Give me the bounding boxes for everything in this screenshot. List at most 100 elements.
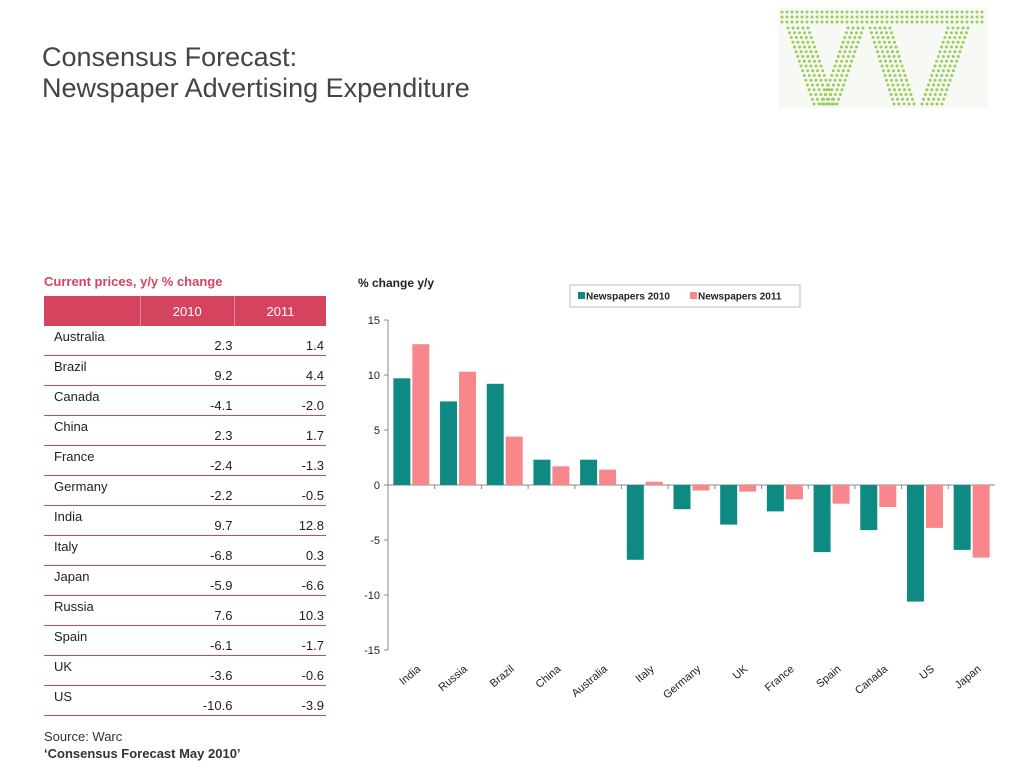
legend-label: Newspapers 2011 xyxy=(698,292,782,303)
bar-2010-uk xyxy=(720,485,738,525)
bar-2011-spain xyxy=(832,485,850,504)
cell-country: UK xyxy=(44,655,140,686)
cell-2011: 4.4 xyxy=(234,355,326,386)
data-table: 2010 2011 Australia 2.3 1.4 Brazil 9.2 4.4 C… xyxy=(44,296,326,716)
cell-2010: -2.4 xyxy=(140,445,235,476)
cell-country: Italy xyxy=(44,535,140,566)
y-tick-label: 5 xyxy=(374,425,380,437)
chart-title: % change y/y xyxy=(358,276,435,290)
cell-2010: -6.8 xyxy=(140,535,235,566)
x-tick-label: France xyxy=(763,663,797,694)
bar-2011-france xyxy=(785,485,803,500)
legend-box xyxy=(569,284,801,308)
y-tick-label: 10 xyxy=(368,370,380,382)
bar-2010-japan xyxy=(953,485,971,550)
cell-2010: 2.3 xyxy=(140,326,235,356)
bar-2011-russia xyxy=(459,371,477,485)
cell-2011: 1.7 xyxy=(234,415,326,446)
bar-2011-uk xyxy=(739,485,757,492)
cell-country: Germany xyxy=(44,475,140,506)
bar-chart: 15 10 5 0 -5 -10 -15 India Russia Brazil China Aust… xyxy=(364,284,995,702)
cell-country: Spain xyxy=(44,625,140,656)
cell-country: China xyxy=(44,415,140,446)
cell-country: Australia xyxy=(44,326,140,356)
cell-2010: -5.9 xyxy=(140,565,235,596)
bar-2010-canada xyxy=(860,485,878,531)
y-tick-label: -15 xyxy=(364,645,380,657)
x-tick-label: UK xyxy=(731,663,751,682)
x-tick-label: India xyxy=(397,663,424,688)
title-line-1: Consensus Forecast: xyxy=(42,42,298,72)
legend: Newspapers 2010 Newspapers 2011 xyxy=(569,284,801,308)
page-title: Consensus Forecast: Newspaper Advertisin… xyxy=(42,42,470,104)
cell-2011: -0.5 xyxy=(234,475,326,506)
x-tick-label: Italy xyxy=(634,663,658,685)
table-row: Germany -2.2 -0.5 xyxy=(44,475,326,506)
cell-country: Canada xyxy=(44,385,140,416)
table-row: Canada -4.1 -2.0 xyxy=(44,385,326,416)
bar-2011-italy xyxy=(645,481,663,485)
cell-country: Japan xyxy=(44,565,140,596)
cell-2011: 10.3 xyxy=(234,595,326,626)
bar-2011-australia xyxy=(599,469,617,485)
legend-swatch xyxy=(690,292,697,299)
cell-2010: 2.3 xyxy=(140,415,235,446)
title-line-2: Newspaper Advertising Expenditure xyxy=(42,73,470,103)
bar-2010-spain xyxy=(813,485,831,553)
table-header-2011: 2011 xyxy=(234,296,326,326)
bar-2011-canada xyxy=(879,485,897,507)
y-tick-label: 15 xyxy=(368,315,380,327)
legend-swatch xyxy=(578,292,585,299)
table-row: US -10.6 -3.9 xyxy=(44,685,326,716)
table-row: Australia 2.3 1.4 xyxy=(44,326,326,356)
cell-2011: -0.6 xyxy=(234,655,326,686)
table-row: China 2.3 1.7 xyxy=(44,415,326,446)
bar-2011-india xyxy=(412,344,430,485)
x-tick-label: Australia xyxy=(570,663,611,700)
bar-2010-germany xyxy=(673,485,691,510)
table-row: Russia 7.6 10.3 xyxy=(44,595,326,626)
cell-2011: 1.4 xyxy=(234,326,326,356)
cell-2010: 7.6 xyxy=(140,595,235,626)
bar-2010-russia xyxy=(440,401,458,485)
cell-2010: -3.6 xyxy=(140,655,235,686)
bar-2010-australia xyxy=(580,459,598,485)
bar-2011-brazil xyxy=(505,436,523,485)
x-tick-label: Spain xyxy=(814,663,843,690)
cell-2011: -3.9 xyxy=(234,685,326,716)
bar-2011-us xyxy=(925,485,943,528)
bar-2010-india xyxy=(393,378,411,485)
bar-2010-brazil xyxy=(486,383,504,485)
cell-2010: -6.1 xyxy=(140,625,235,656)
cell-2010: -4.1 xyxy=(140,385,235,416)
cell-2010: -10.6 xyxy=(140,685,235,716)
cell-2011: 12.8 xyxy=(234,505,326,536)
table-header-country xyxy=(44,296,141,326)
table-row: France -2.4 -1.3 xyxy=(44,445,326,476)
cell-2011: -1.7 xyxy=(234,625,326,656)
table-row: UK -3.6 -0.6 xyxy=(44,655,326,686)
x-tick-label: Germany xyxy=(661,663,704,702)
bar-2011-germany xyxy=(692,485,710,491)
cell-2011: -6.6 xyxy=(234,565,326,596)
table-row: Brazil 9.2 4.4 xyxy=(44,355,326,386)
cell-country: India xyxy=(44,505,140,536)
cell-country: Russia xyxy=(44,595,140,626)
legend-label: Newspapers 2010 xyxy=(586,292,670,303)
bar-2010-china xyxy=(533,459,551,485)
bar-2010-france xyxy=(766,485,784,512)
cell-country: Brazil xyxy=(44,355,140,386)
warc-logo-icon xyxy=(778,8,988,108)
x-tick-label: Canada xyxy=(853,663,891,698)
table-label: Current prices, y/y % change xyxy=(44,274,223,289)
cell-2011: -2.0 xyxy=(234,385,326,416)
cell-country: France xyxy=(44,445,140,476)
table-row: India 9.7 12.8 xyxy=(44,505,326,536)
table-row: Japan -5.9 -6.6 xyxy=(44,565,326,596)
y-tick-label: 0 xyxy=(374,480,380,492)
y-tick-label: -10 xyxy=(364,590,380,602)
source-publication: ‘Consensus Forecast May 2010’ xyxy=(44,746,241,761)
cell-2010: 9.7 xyxy=(140,505,235,536)
bar-2010-us xyxy=(906,485,924,602)
x-tick-label: Japan xyxy=(953,663,984,691)
